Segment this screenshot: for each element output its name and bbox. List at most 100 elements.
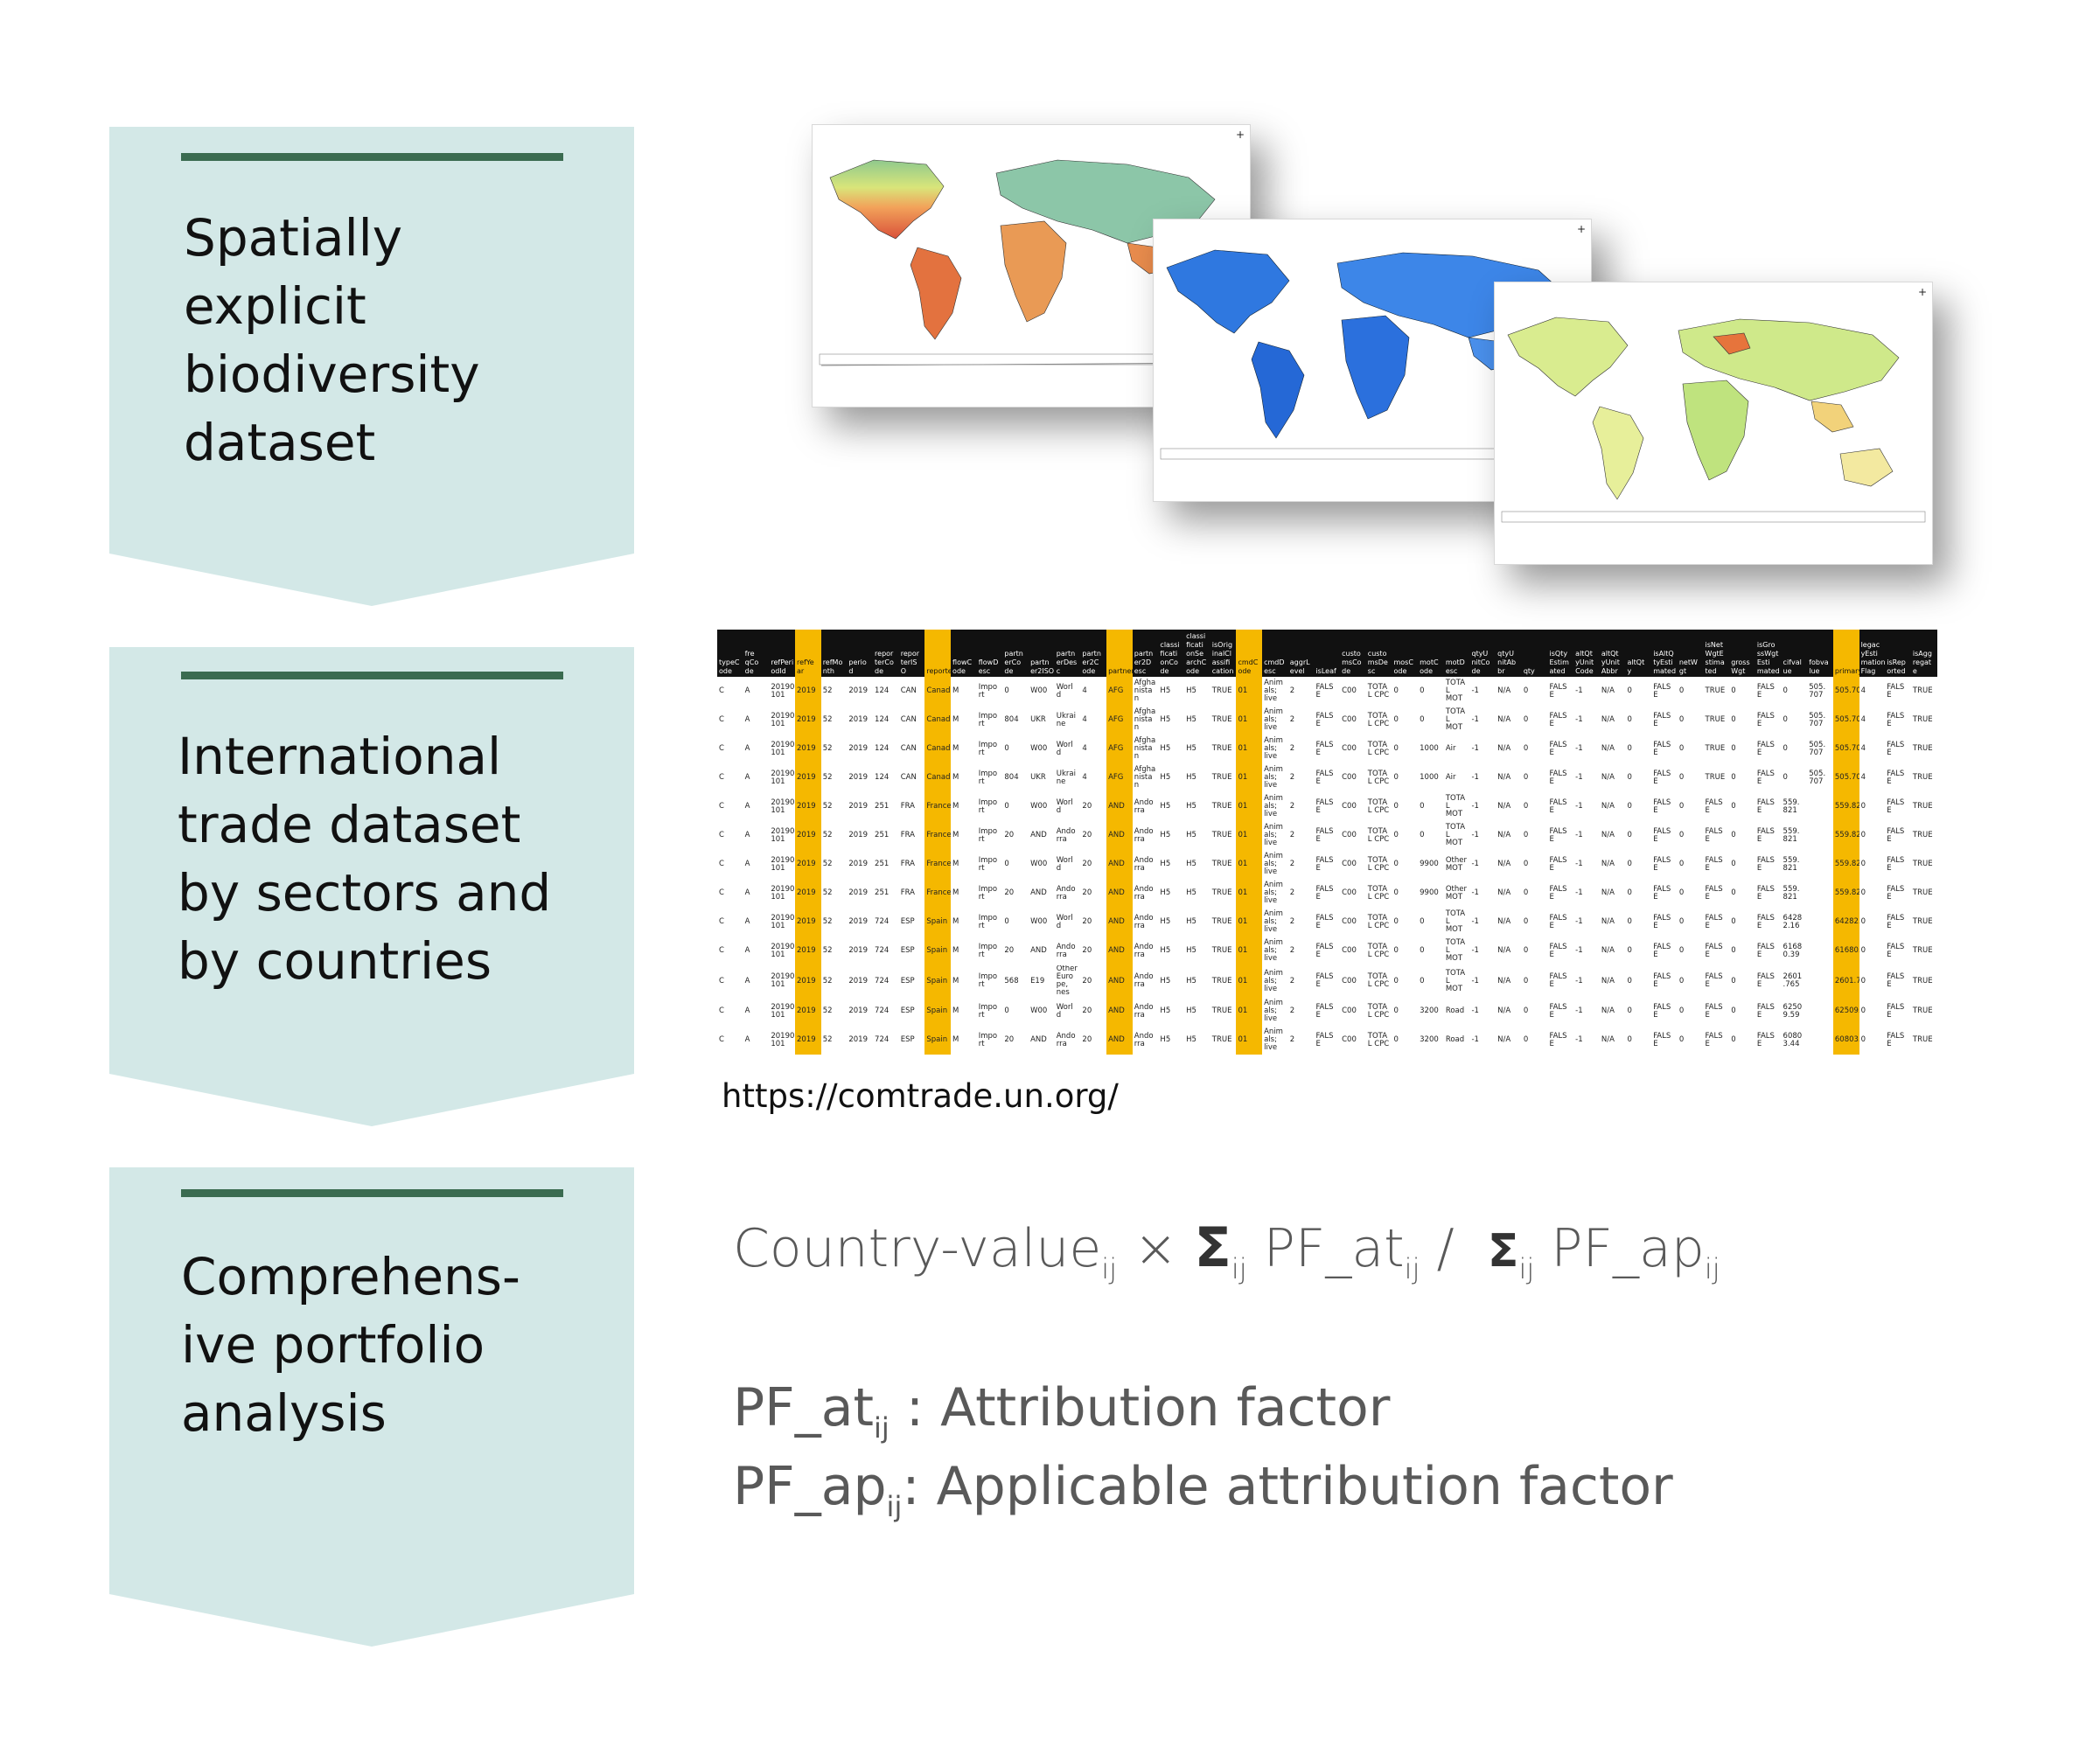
table-cell: 20 xyxy=(1080,879,1107,908)
table-cell: Ando rra xyxy=(1132,997,1159,1026)
table-cell: 6428 2.16 xyxy=(1781,908,1808,937)
table-cell: C xyxy=(717,1026,743,1055)
table-cell: FALS E xyxy=(1314,792,1341,821)
column-header: flowC ode xyxy=(951,630,977,677)
table-cell: 2019 xyxy=(847,792,874,821)
table-cell: 0 xyxy=(1729,908,1755,937)
table-cell: FALS E xyxy=(1314,908,1341,937)
formula-country-value: Country-value xyxy=(733,1218,1102,1279)
table-cell: M xyxy=(951,879,977,908)
table-cell: H5 xyxy=(1184,850,1210,879)
table-cell: N/A xyxy=(1599,908,1626,937)
table-cell: 2019 xyxy=(847,763,874,792)
step-panel-trade: International trade dataset by sectors a… xyxy=(109,647,634,1128)
table-cell: 0 xyxy=(1521,821,1548,850)
table-cell: 251 xyxy=(873,792,899,821)
table-cell: M xyxy=(951,1026,977,1055)
table-cell: 0 xyxy=(1677,997,1704,1026)
table-cell: N/A xyxy=(1496,792,1522,821)
table-cell: 20 xyxy=(1080,792,1107,821)
table-cell: FALS E xyxy=(1885,965,1911,997)
table-cell: 20 xyxy=(1080,1026,1107,1055)
table-cell: FALS E xyxy=(1547,706,1574,735)
table-cell: 559.821 xyxy=(1832,850,1859,879)
table-cell: N/A xyxy=(1599,735,1626,763)
table-cell: N/A xyxy=(1496,677,1522,706)
table-cell: Anim als; live xyxy=(1262,706,1288,735)
table-cell: N/A xyxy=(1599,965,1626,997)
table-cell: 0 xyxy=(1677,706,1704,735)
table-cell: 01 xyxy=(1236,879,1263,908)
table-cell: 0 xyxy=(1677,965,1704,997)
table-cell: FALS E xyxy=(1651,908,1678,937)
chevron-shape xyxy=(109,127,634,606)
table-cell: N/A xyxy=(1496,965,1522,997)
table-cell: C xyxy=(717,908,743,937)
table-cell: 0 xyxy=(1392,792,1419,821)
table-cell: 804 xyxy=(1002,763,1029,792)
table-cell: 559. 821 xyxy=(1781,879,1808,908)
step-2-line-1: International xyxy=(178,727,502,786)
table-cell: 0 xyxy=(1625,1026,1652,1055)
table-cell: 2019 xyxy=(847,965,874,997)
table-cell: M xyxy=(951,821,977,850)
table-cell xyxy=(1807,850,1833,879)
column-header: partn erCo de xyxy=(1002,630,1029,677)
table-cell: FALS E xyxy=(1651,735,1678,763)
table-cell: -1 xyxy=(1469,937,1497,965)
table-cell: 0 xyxy=(1392,1026,1419,1055)
table-cell: AND xyxy=(1106,965,1133,997)
table-cell: 0 xyxy=(1002,850,1029,879)
table-cell: 505. 707 xyxy=(1807,706,1833,735)
table-cell: TOTA L CPC xyxy=(1365,997,1392,1026)
table-cell: 505.707 xyxy=(1832,735,1859,763)
table-cell: 724 xyxy=(873,1026,899,1055)
table-cell: ESP xyxy=(898,1026,925,1055)
table-cell: TRUE xyxy=(1210,735,1237,763)
table-cell: N/A xyxy=(1599,997,1626,1026)
table-cell: Anim als; live xyxy=(1262,763,1288,792)
table-cell: FALS E xyxy=(1651,821,1678,850)
table-cell: 0 xyxy=(1729,850,1755,879)
table-cell: 505. 707 xyxy=(1807,677,1833,706)
table-cell: TRUE xyxy=(1910,677,1937,706)
def-term: PF_at xyxy=(733,1377,874,1438)
table-cell: A xyxy=(743,735,770,763)
table-cell: 0 xyxy=(1418,965,1444,997)
table-cell: Other MOT xyxy=(1443,879,1470,908)
table-cell: M xyxy=(951,735,977,763)
comtrade-table: typeC ode fre qCo de refPeri odId refYe ar r… xyxy=(717,630,1937,1055)
source-url[interactable]: https://comtrade.un.org/ xyxy=(722,1077,1119,1115)
table-cell: 20 xyxy=(1080,965,1107,997)
table-cell: 52 xyxy=(820,821,848,850)
table-cell: A xyxy=(743,908,770,937)
table-cell: 0 xyxy=(1677,937,1704,965)
table-cell: 4 xyxy=(1080,677,1107,706)
table-cell: FALS E xyxy=(1703,850,1730,879)
table-cell: Afgha nista n xyxy=(1132,706,1159,735)
step-1-line-4: dataset xyxy=(184,413,376,472)
table-cell: FALS E xyxy=(1703,937,1730,965)
table-cell: 2 xyxy=(1287,965,1315,997)
panel-accent-bar xyxy=(181,153,563,161)
table-cell: FALS E xyxy=(1314,850,1341,879)
step-2-line-3: by sectors and xyxy=(178,863,552,923)
table-cell: H5 xyxy=(1184,1026,1210,1055)
table-cell: H5 xyxy=(1158,908,1185,937)
table-cell: 0 xyxy=(1521,965,1548,997)
table-cell: 2 xyxy=(1287,706,1315,735)
table-cell: AND xyxy=(1029,879,1055,908)
table-cell: FALS E xyxy=(1703,792,1730,821)
table-cell: TOTA L CPC xyxy=(1365,879,1392,908)
table-cell: TRUE xyxy=(1210,937,1237,965)
table-cell: Worl d xyxy=(1054,792,1081,821)
step-3-line-1: Comprehens- xyxy=(181,1247,520,1306)
table-cell: AND xyxy=(1029,821,1055,850)
table-cell: 251 xyxy=(873,821,899,850)
table-cell: 20190 101 xyxy=(769,965,796,997)
table-cell: 724 xyxy=(873,997,899,1026)
table-cell: AND xyxy=(1106,821,1133,850)
table-cell: H5 xyxy=(1158,706,1185,735)
